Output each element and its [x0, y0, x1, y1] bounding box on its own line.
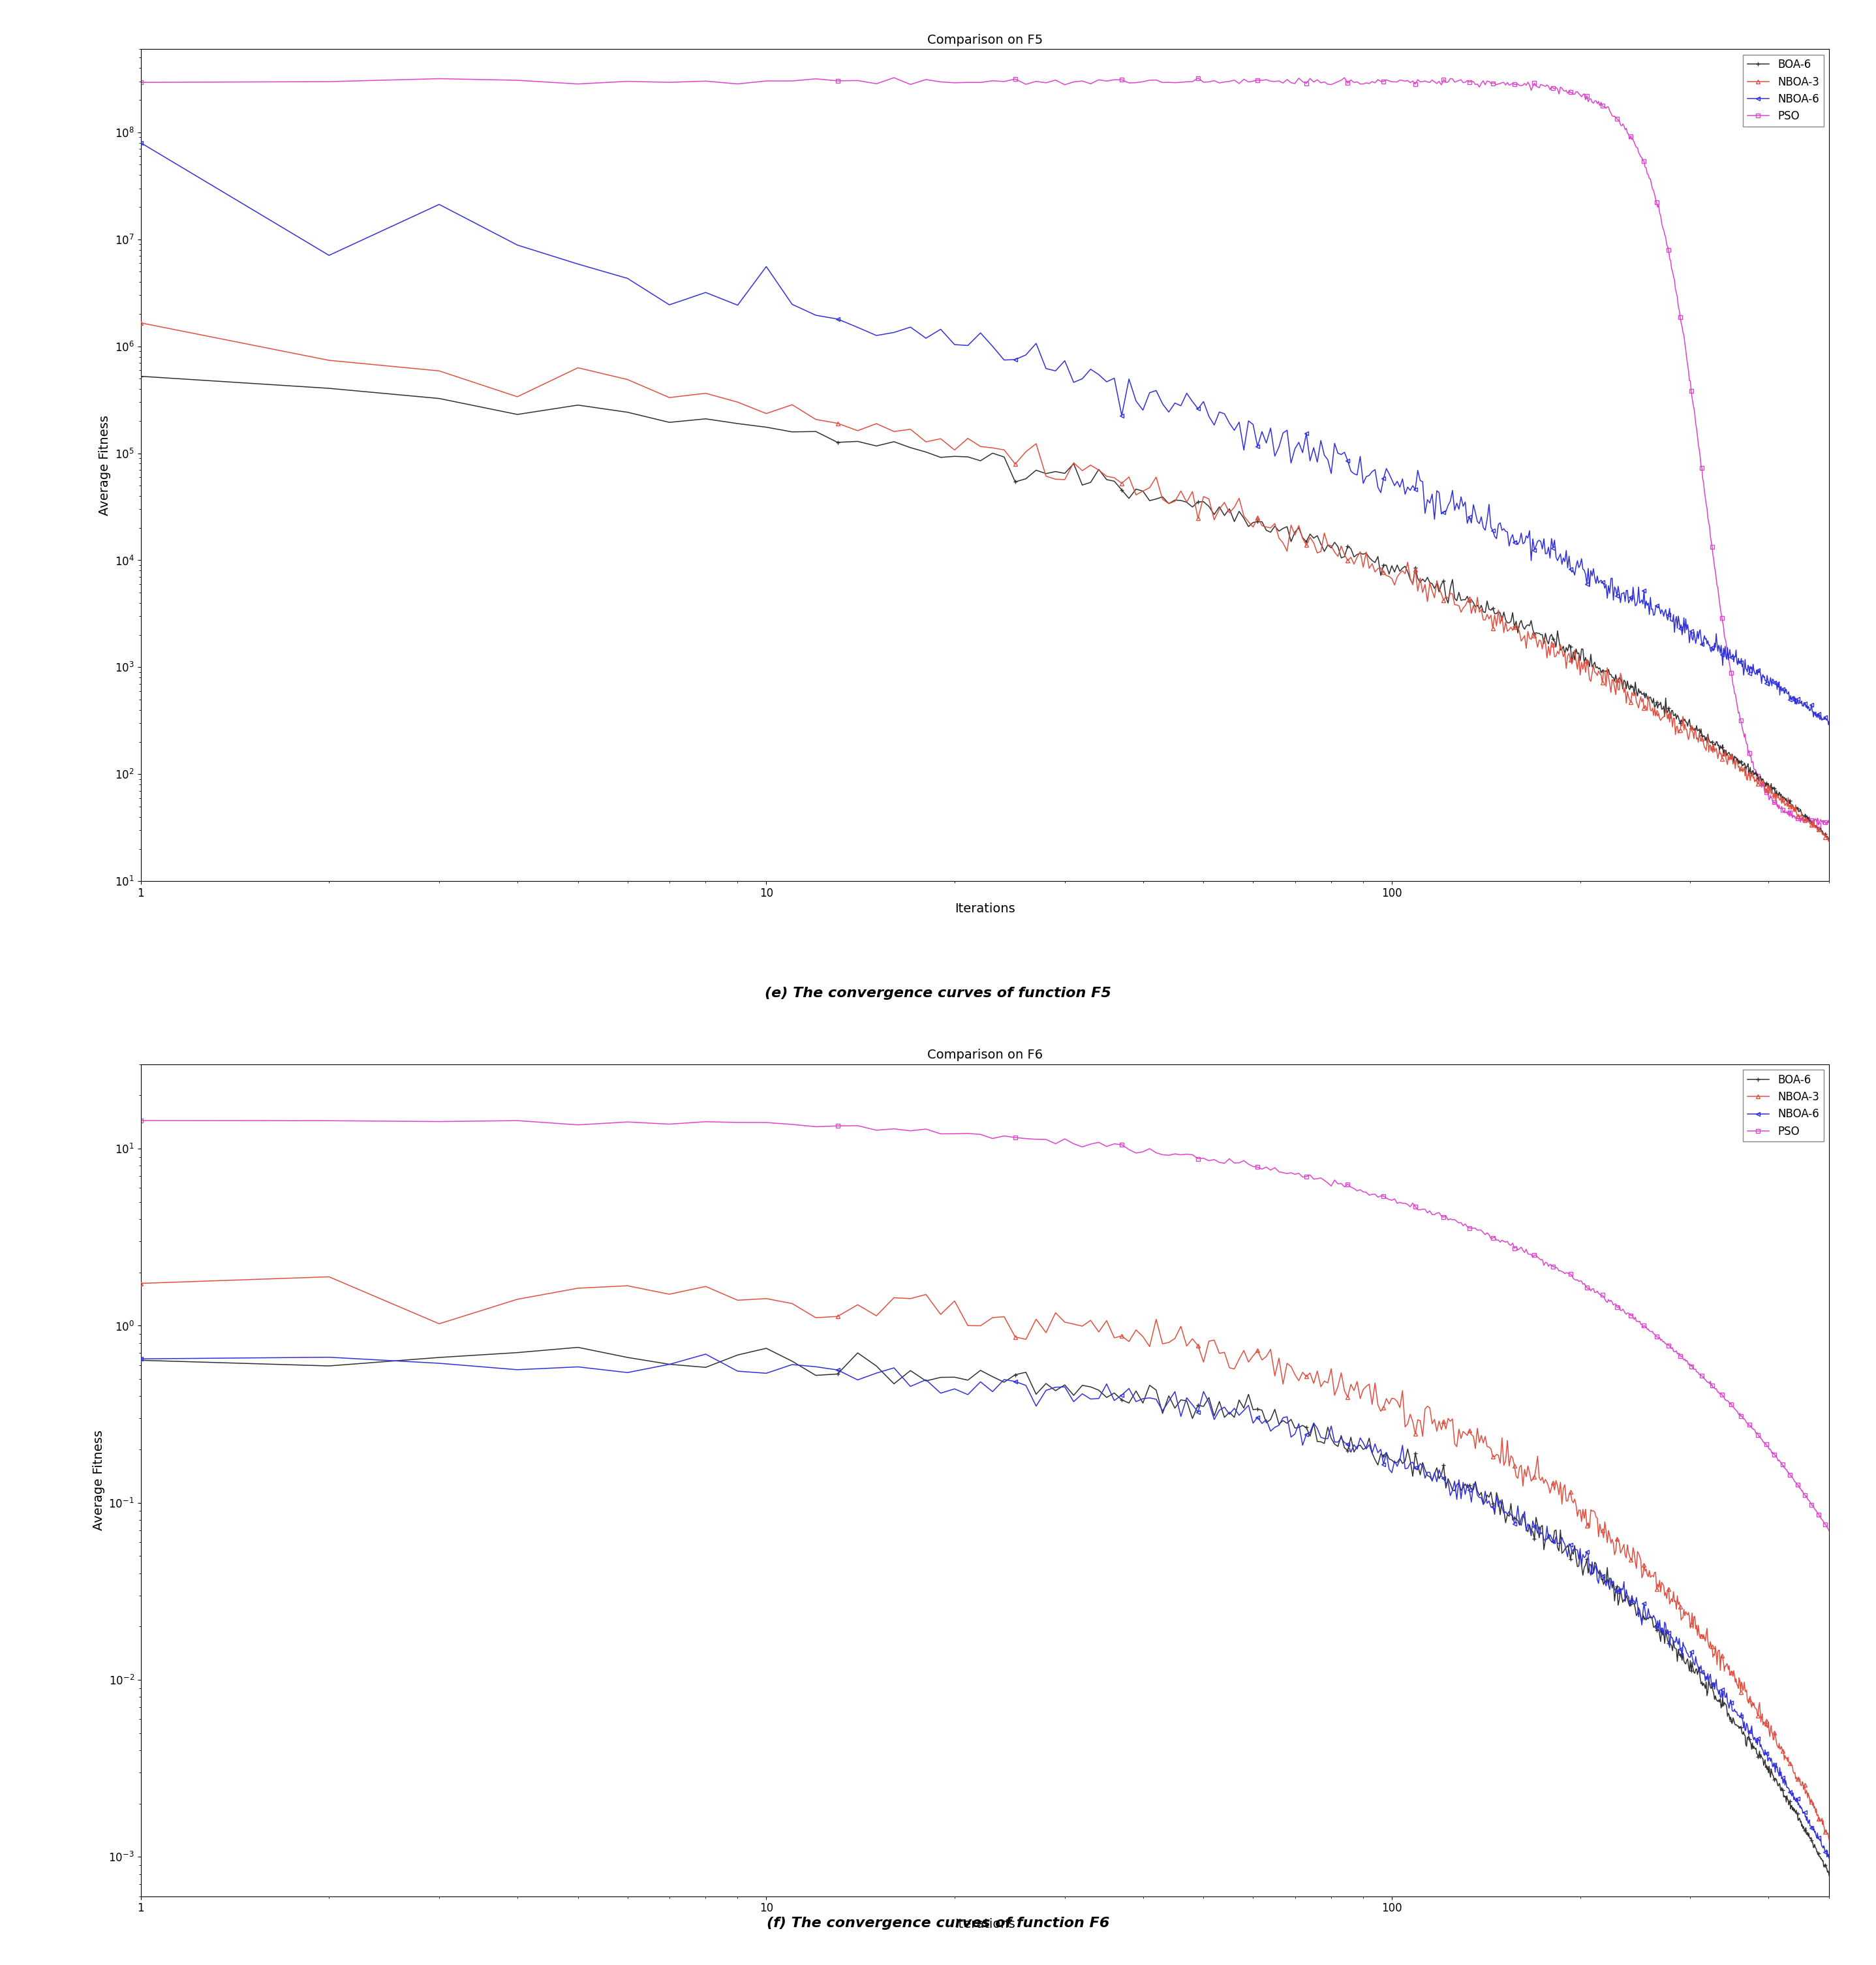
BOA-6	[1816, 827, 1838, 851]
Line: BOA-6: BOA-6	[139, 373, 1831, 841]
PSO	[129, 1108, 152, 1132]
PSO	[1619, 1305, 1642, 1328]
Text: (e) The convergence curves of function F5: (e) The convergence curves of function F…	[765, 986, 1111, 1000]
NBOA-3	[317, 1265, 340, 1289]
BOA-6	[1617, 1592, 1640, 1615]
Legend: BOA-6, NBOA-3, NBOA-6, PSO: BOA-6, NBOA-3, NBOA-6, PSO	[1743, 55, 1823, 126]
NBOA-3	[1621, 1548, 1643, 1572]
BOA-6	[1679, 1658, 1702, 1682]
Line: NBOA-6: NBOA-6	[139, 1352, 1831, 1861]
NBOA-6	[129, 1348, 152, 1372]
NBOA-6	[1651, 599, 1673, 623]
Y-axis label: Average Fitness: Average Fitness	[99, 415, 111, 515]
NBOA-6	[694, 1342, 717, 1366]
Line: NBOA-3: NBOA-3	[139, 320, 1831, 843]
PSO	[1651, 1330, 1673, 1354]
NBOA-3	[1818, 829, 1840, 853]
NBOA-6	[1763, 670, 1786, 694]
BOA-6	[1763, 780, 1786, 804]
NBOA-6	[1677, 619, 1700, 643]
NBOA-3	[1818, 1827, 1840, 1851]
PSO	[1810, 1509, 1833, 1533]
NBOA-6	[1818, 709, 1840, 733]
NBOA-3	[1679, 1605, 1702, 1629]
BOA-6	[1677, 711, 1700, 735]
NBOA-3	[1810, 823, 1833, 847]
NBOA-3	[1765, 1725, 1788, 1749]
BOA-6	[1653, 1621, 1675, 1645]
PSO	[1765, 792, 1788, 815]
NBOA-3	[1818, 827, 1840, 851]
NBOA-6	[1812, 1835, 1835, 1859]
Line: NBOA-6: NBOA-6	[139, 140, 1831, 727]
BOA-6	[1619, 674, 1642, 698]
BOA-6	[1818, 1863, 1840, 1886]
X-axis label: Iterations: Iterations	[955, 902, 1015, 916]
NBOA-3	[129, 1271, 152, 1295]
PSO	[1812, 810, 1835, 833]
NBOA-3	[1651, 705, 1673, 729]
NBOA-6	[1679, 1645, 1702, 1668]
PSO	[1679, 369, 1702, 393]
Line: PSO: PSO	[139, 75, 1831, 827]
Y-axis label: Average Fitness: Average Fitness	[92, 1431, 105, 1531]
PSO	[1677, 1354, 1700, 1377]
BOA-6	[567, 1336, 589, 1360]
Line: BOA-6: BOA-6	[139, 1346, 1831, 1879]
BOA-6	[129, 1348, 152, 1372]
Legend: BOA-6, NBOA-3, NBOA-6, PSO: BOA-6, NBOA-3, NBOA-6, PSO	[1743, 1069, 1823, 1142]
PSO	[1763, 1444, 1786, 1468]
Text: (f) The convergence curves of function F6: (f) The convergence curves of function F…	[767, 1916, 1109, 1930]
BOA-6	[1818, 827, 1840, 851]
NBOA-3	[1653, 1574, 1675, 1598]
NBOA-6	[1615, 578, 1638, 601]
PSO	[1617, 122, 1640, 145]
X-axis label: Iterations: Iterations	[955, 1918, 1015, 1930]
NBOA-6	[1818, 713, 1840, 737]
NBOA-3	[1615, 680, 1638, 703]
NBOA-6	[129, 132, 152, 155]
BOA-6	[1765, 1767, 1788, 1790]
PSO	[1818, 1519, 1840, 1543]
BOA-6	[1621, 1586, 1643, 1609]
PSO	[1615, 1301, 1638, 1324]
PSO	[1653, 218, 1675, 242]
BOA-6	[1810, 819, 1833, 843]
BOA-6	[1615, 670, 1638, 694]
Line: PSO: PSO	[139, 1118, 1831, 1533]
NBOA-6	[1765, 1753, 1788, 1776]
PSO	[129, 71, 152, 94]
Title: Comparison on F6: Comparison on F6	[927, 1049, 1043, 1061]
NBOA-6	[1621, 1584, 1643, 1607]
PSO	[1334, 67, 1356, 90]
NBOA-6	[1653, 1623, 1675, 1647]
Line: NBOA-3: NBOA-3	[139, 1275, 1831, 1841]
PSO	[1621, 128, 1643, 151]
PSO	[1807, 814, 1829, 837]
NBOA-3	[1619, 690, 1642, 713]
BOA-6	[1812, 1849, 1835, 1873]
NBOA-6	[1617, 1584, 1640, 1607]
BOA-6	[129, 364, 152, 387]
PSO	[1818, 812, 1840, 835]
NBOA-6	[1619, 586, 1642, 609]
NBOA-3	[1617, 1541, 1640, 1564]
NBOA-3	[1763, 782, 1786, 806]
NBOA-6	[1818, 1847, 1840, 1871]
Title: Comparison on F5: Comparison on F5	[927, 33, 1043, 47]
NBOA-3	[1677, 727, 1700, 751]
NBOA-6	[1810, 707, 1833, 731]
NBOA-3	[129, 310, 152, 334]
BOA-6	[1651, 698, 1673, 721]
NBOA-3	[1812, 1808, 1835, 1831]
